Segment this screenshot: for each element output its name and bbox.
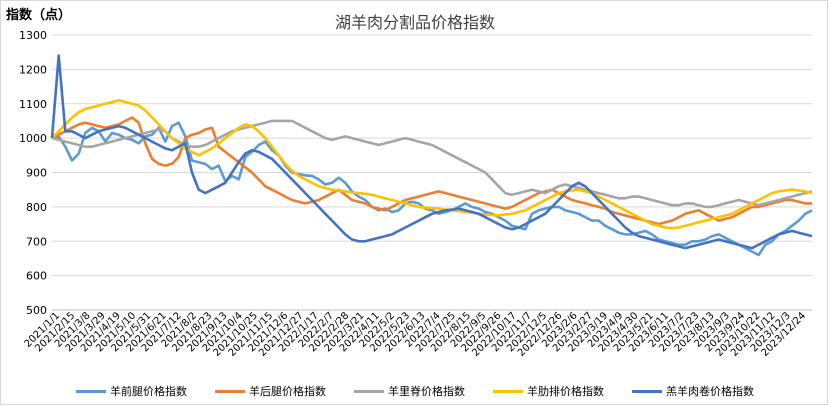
y-axis-label: 指数（点） — [6, 8, 72, 23]
legend-swatch — [215, 389, 245, 393]
y-tick-label: 900 — [26, 167, 47, 180]
legend-swatch — [76, 389, 106, 393]
y-tick-label: 1000 — [19, 132, 47, 145]
y-tick-label: 1300 — [19, 29, 47, 42]
legend-item: 羔羊肉卷价格指数 — [632, 383, 754, 399]
legend-swatch — [354, 389, 384, 393]
y-tick-label: 1100 — [19, 98, 47, 111]
series-line — [50, 54, 813, 250]
series-line — [51, 116, 812, 226]
chart-legend: 羊前腿价格指数 羊后腿价格指数 羊里脊价格指数 羊肋排价格指数 羔羊肉卷价格指数 — [0, 383, 830, 399]
y-tick-label: 700 — [26, 235, 47, 248]
legend-item: 羊后腿价格指数 — [215, 383, 326, 399]
legend-swatch — [493, 389, 523, 393]
series-line — [51, 121, 813, 257]
y-tick-label: 600 — [26, 270, 47, 283]
legend-label: 羊后腿价格指数 — [249, 385, 326, 398]
legend-label: 羊前腿价格指数 — [110, 385, 187, 398]
y-tick-label: 800 — [26, 201, 47, 214]
legend-label: 羔羊肉卷价格指数 — [666, 385, 754, 398]
y-tick-label: 500 — [26, 304, 47, 317]
legend-label: 羊肋排价格指数 — [527, 385, 604, 398]
y-tick-label: 1200 — [19, 63, 47, 76]
legend-item: 羊里脊价格指数 — [354, 383, 465, 399]
series-line — [51, 119, 813, 209]
legend-swatch — [632, 389, 662, 393]
series-line — [51, 99, 813, 230]
legend-label: 羊里脊价格指数 — [388, 385, 465, 398]
legend-item: 羊肋排价格指数 — [493, 383, 604, 399]
chart-title: 湖羊肉分割品价格指数 — [334, 13, 495, 32]
legend-item: 羊前腿价格指数 — [76, 383, 187, 399]
